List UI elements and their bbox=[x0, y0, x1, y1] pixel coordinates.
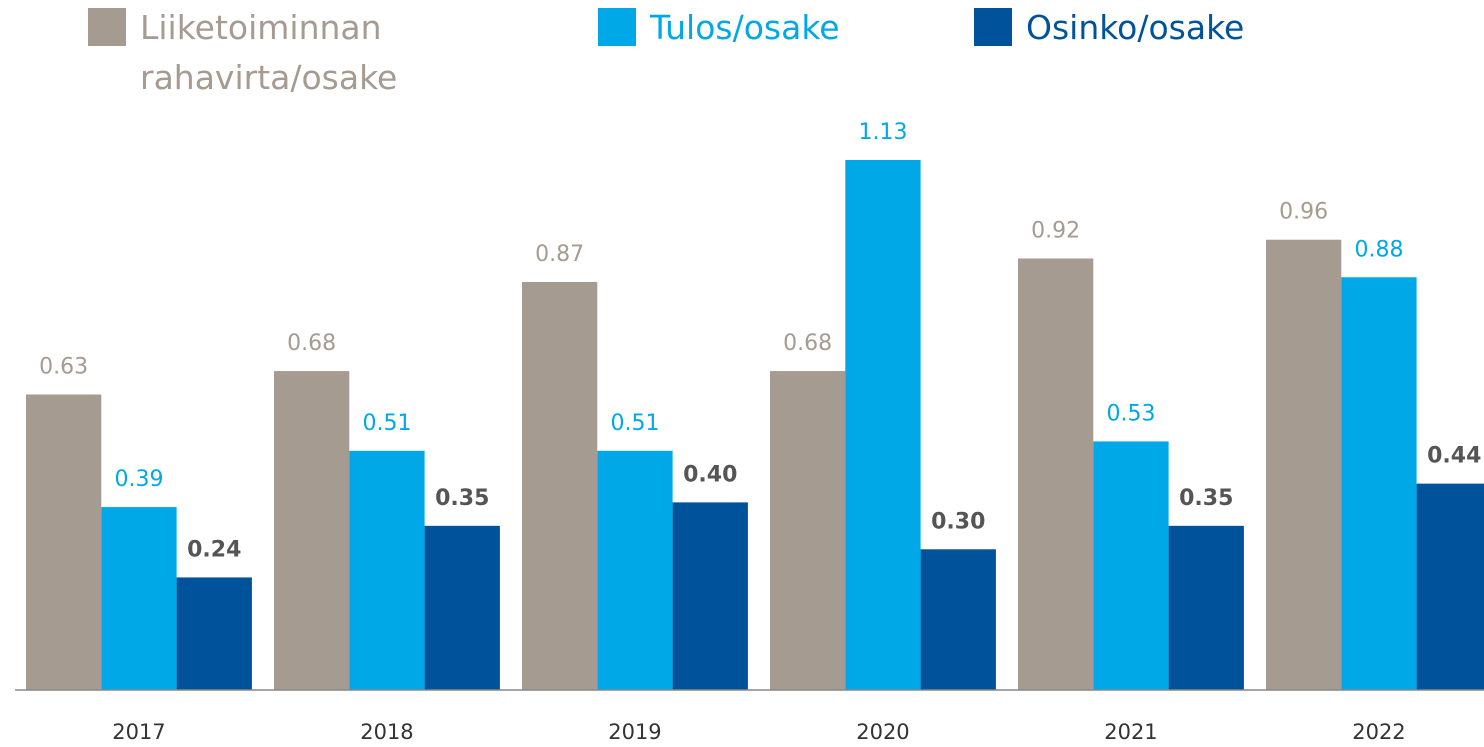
x-tick-label: 2022 bbox=[1352, 720, 1405, 744]
data-label: 0.30 bbox=[931, 509, 985, 534]
data-label: 0.63 bbox=[39, 355, 88, 380]
data-label: 0.92 bbox=[1031, 218, 1080, 243]
bar bbox=[176, 577, 252, 690]
bar bbox=[26, 394, 102, 690]
bar bbox=[770, 371, 846, 690]
x-tick-label: 2017 bbox=[112, 720, 165, 744]
bar bbox=[1341, 277, 1417, 690]
bar bbox=[672, 502, 748, 690]
data-label: 0.35 bbox=[1179, 486, 1233, 511]
data-label: 0.68 bbox=[287, 331, 336, 356]
bar bbox=[1416, 483, 1484, 690]
bar bbox=[1266, 239, 1342, 691]
bar bbox=[1168, 525, 1244, 690]
x-tick-label: 2019 bbox=[608, 720, 661, 744]
data-label: 0.88 bbox=[1354, 237, 1403, 262]
data-label: 0.44 bbox=[1427, 444, 1481, 469]
legend-swatch bbox=[598, 8, 636, 46]
legend-swatch bbox=[974, 8, 1012, 46]
x-tick-label: 2018 bbox=[360, 720, 413, 744]
bar bbox=[597, 450, 673, 690]
bar bbox=[920, 549, 996, 690]
legend-swatch bbox=[88, 8, 126, 46]
bar bbox=[522, 281, 598, 690]
data-label: 0.39 bbox=[114, 467, 163, 492]
data-label: 0.40 bbox=[683, 462, 737, 487]
legend-label: Osinko/osake bbox=[1026, 8, 1245, 47]
legend-label: Liiketoiminnan rahavirta/osake bbox=[140, 8, 398, 97]
data-label: 0.51 bbox=[610, 411, 659, 436]
bar bbox=[101, 507, 177, 690]
data-label: 1.13 bbox=[858, 120, 907, 145]
x-tick-label: 2020 bbox=[856, 720, 909, 744]
bar bbox=[1093, 441, 1169, 690]
bar bbox=[349, 450, 425, 690]
x-tick-label: 2021 bbox=[1104, 720, 1157, 744]
data-label: 0.24 bbox=[187, 537, 241, 562]
data-label: 0.51 bbox=[362, 411, 411, 436]
data-label: 0.53 bbox=[1106, 401, 1155, 426]
data-label: 0.87 bbox=[535, 242, 584, 267]
bar bbox=[1018, 258, 1094, 690]
bar bbox=[274, 371, 350, 690]
bar bbox=[845, 160, 921, 690]
data-label: 0.68 bbox=[783, 331, 832, 356]
bar bbox=[424, 525, 500, 690]
legend-label: Tulos/osake bbox=[650, 8, 840, 47]
data-label: 0.35 bbox=[435, 486, 489, 511]
data-label: 0.96 bbox=[1279, 200, 1328, 225]
